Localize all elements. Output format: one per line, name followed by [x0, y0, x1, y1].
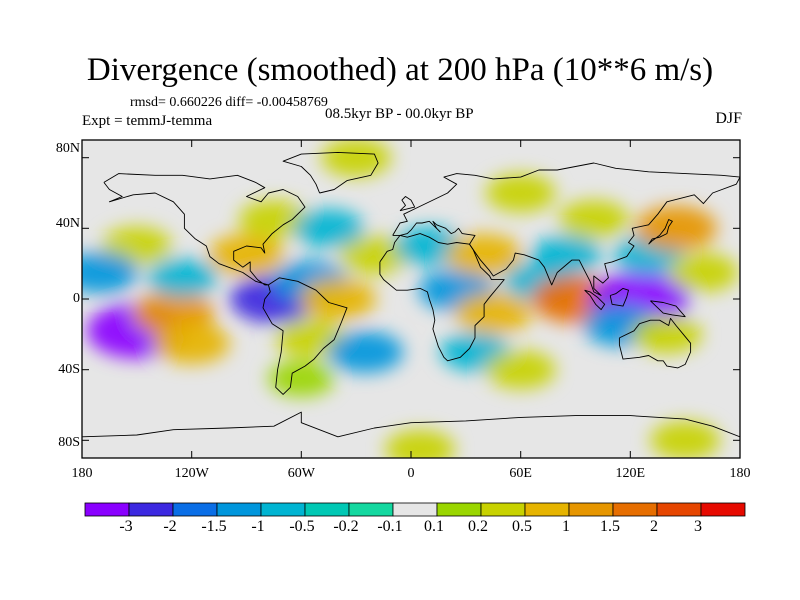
colorbar-label: -1 — [251, 518, 265, 535]
anomaly-blob — [327, 331, 404, 373]
coastline — [82, 411, 740, 438]
colorbar-label: 1 — [562, 518, 570, 535]
colorbar-swatch — [172, 502, 218, 517]
coastline — [392, 162, 740, 296]
anomaly-blob — [153, 322, 230, 365]
colorbar-label: -1.5 — [201, 518, 227, 535]
season-label: DJF — [715, 110, 742, 127]
stats-text: rmsd= 0.660226 diff= -0.00458769 — [130, 95, 328, 110]
coastline — [648, 219, 673, 245]
anomaly-blob — [275, 318, 346, 358]
anomaly-blob — [293, 209, 364, 248]
lat-tick-0: 0 — [73, 291, 80, 306]
anomaly-blob — [631, 315, 702, 354]
colorbar-swatch — [524, 502, 570, 517]
colorbar-label: -0.1 — [377, 518, 403, 535]
colorbar-swatch — [656, 502, 702, 517]
coastline — [379, 233, 505, 362]
colorbar-label: 2 — [650, 518, 658, 535]
anomaly-field — [82, 140, 739, 458]
coastline — [650, 300, 686, 318]
anomaly-blob — [485, 173, 556, 213]
colorbar-label: 0.5 — [512, 518, 532, 535]
colorbar-swatch — [304, 502, 350, 517]
lon-tick-60e: 60E — [509, 466, 532, 481]
lat-tick-40n: 40N — [55, 216, 80, 231]
anomaly-blob — [558, 200, 629, 239]
anomaly-blob — [339, 235, 410, 275]
colorbar-swatch — [700, 502, 746, 517]
colorbar-swatch — [128, 502, 174, 517]
lon-tick-180e: 180 — [729, 466, 751, 481]
experiment-label: Expt = temmJ-temma — [82, 113, 213, 129]
coastline — [584, 289, 606, 311]
anomaly-blob — [321, 140, 392, 177]
colorbar-label: -3 — [119, 518, 133, 535]
anomaly-blob — [650, 421, 721, 458]
colorbar-label: -0.2 — [333, 518, 359, 535]
colorbar-label: 1.5 — [600, 518, 620, 535]
anomaly-blob — [238, 200, 309, 239]
lon-tick-60w: 60W — [287, 466, 315, 481]
coastline — [262, 277, 348, 395]
colorbar-label: 0.1 — [424, 518, 444, 535]
coastline — [399, 196, 416, 212]
colorbar-label: -0.5 — [289, 518, 315, 535]
coastlines — [82, 151, 740, 438]
lat-tick-80n: 80N — [55, 141, 80, 156]
anomaly-blob — [485, 350, 556, 390]
colorbar-swatch — [84, 502, 130, 517]
anomaly-blob — [147, 258, 218, 298]
anomaly-blob — [455, 292, 532, 334]
lon-tick-120w: 120W — [174, 466, 209, 481]
colorbar-swatch — [260, 502, 306, 517]
anomaly-blob — [385, 429, 456, 458]
anomaly-blob — [531, 235, 602, 275]
lon-tick-120e: 120E — [615, 466, 646, 481]
lon-tick-0: 0 — [407, 466, 415, 481]
colorbar-label: -2 — [163, 518, 177, 535]
anomaly-blob — [668, 253, 739, 292]
colorbar-swatch — [480, 502, 526, 517]
anomaly-blob — [268, 360, 335, 397]
colorbar-label: 3 — [694, 518, 702, 535]
period-label: 08.5kyr BP - 00.0kyr BP — [325, 106, 474, 122]
colorbar-swatch — [392, 502, 438, 517]
lat-tick-80s: 80S — [58, 435, 80, 450]
coastline — [609, 287, 629, 307]
anomaly-blob — [635, 205, 717, 251]
plot-title: Divergence (smoothed) at 200 hPa (10**6 … — [86, 52, 714, 88]
colorbar-swatch — [568, 502, 614, 517]
coastline — [618, 317, 692, 369]
colorbar — [84, 502, 746, 517]
colorbar-swatch — [436, 502, 482, 517]
coastline — [282, 151, 379, 194]
lon-tick-180w: 180 — [71, 466, 93, 481]
colorbar-swatch — [612, 502, 658, 517]
lat-tick-40s: 40S — [58, 362, 80, 377]
anomaly-blob — [299, 278, 376, 320]
colorbar-swatch — [348, 502, 394, 517]
colorbar-label: 0.2 — [468, 518, 488, 535]
colorbar-swatch — [216, 502, 262, 517]
anomaly-blob — [82, 251, 139, 294]
axis-ticks — [81, 140, 741, 458]
coastline — [103, 173, 306, 286]
anomaly-blob — [208, 233, 285, 276]
anomaly-blob — [446, 233, 523, 276]
